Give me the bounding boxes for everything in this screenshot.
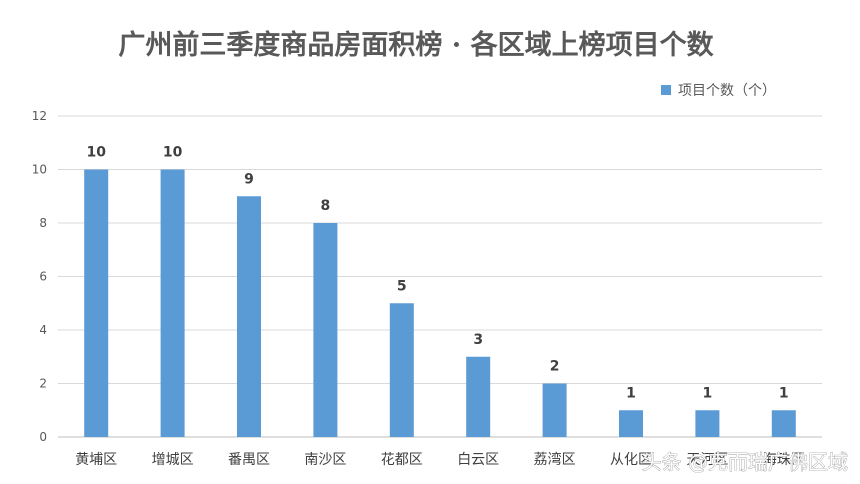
x-category-label: 黄埔区: [75, 451, 117, 468]
bar: [771, 410, 796, 437]
data-label: 1: [626, 385, 636, 401]
y-tick-label: 12: [32, 109, 47, 123]
bar: [466, 356, 491, 437]
x-category-label: 增城区: [152, 452, 194, 468]
x-category-label: 白云区: [457, 452, 499, 468]
y-axis: 0 2 4 6 8 10 12: [32, 109, 47, 444]
bar: [84, 169, 109, 437]
x-category-label: 花都区: [381, 452, 423, 468]
y-tick-label: 6: [39, 270, 47, 284]
legend-label: 项目个数（个）: [678, 83, 776, 99]
bar: [160, 169, 185, 437]
x-category-label: 荔湾区: [534, 451, 576, 468]
data-label: 10: [163, 145, 183, 161]
data-label: 9: [244, 171, 254, 187]
data-label: 5: [397, 278, 407, 294]
y-tick-label: 0: [39, 430, 47, 444]
data-label: 8: [321, 198, 331, 214]
data-label: 1: [779, 385, 789, 401]
data-label: 2: [550, 359, 560, 375]
y-tick-label: 4: [39, 323, 47, 337]
x-axis: 黄埔区 增城区 番禺区 南沙区 花都区 白云区 荔湾区 从化区 天河区 海珠区: [75, 451, 805, 468]
x-category-label: 天河区: [686, 452, 728, 468]
data-labels: 10 10 9 8 5 3 2 1 1 1: [86, 145, 788, 402]
data-label: 1: [703, 385, 713, 401]
x-category-label: 番禺区: [228, 452, 270, 468]
data-label: 10: [86, 145, 106, 161]
legend-swatch: [661, 85, 671, 95]
x-category-label: 海珠区: [763, 452, 805, 468]
bar: [695, 410, 720, 437]
y-tick-label: 10: [32, 163, 47, 177]
chart-title: 广州前三季度商品房面积榜 · 各区域上榜项目个数: [118, 29, 714, 61]
bar: [542, 383, 567, 437]
data-label: 3: [473, 332, 483, 348]
bar: [389, 303, 414, 437]
legend: 项目个数（个）: [661, 83, 776, 99]
y-tick-label: 8: [39, 216, 47, 230]
x-category-label: 从化区: [610, 452, 652, 468]
x-category-label: 南沙区: [304, 452, 346, 468]
y-tick-label: 2: [39, 377, 47, 391]
bar: [237, 196, 261, 437]
gridlines: [58, 115, 822, 438]
bars: [84, 169, 796, 437]
bar: [313, 223, 338, 437]
watermark: 头条 @克而瑞广佛区域: [642, 450, 848, 474]
bar: [619, 410, 643, 437]
